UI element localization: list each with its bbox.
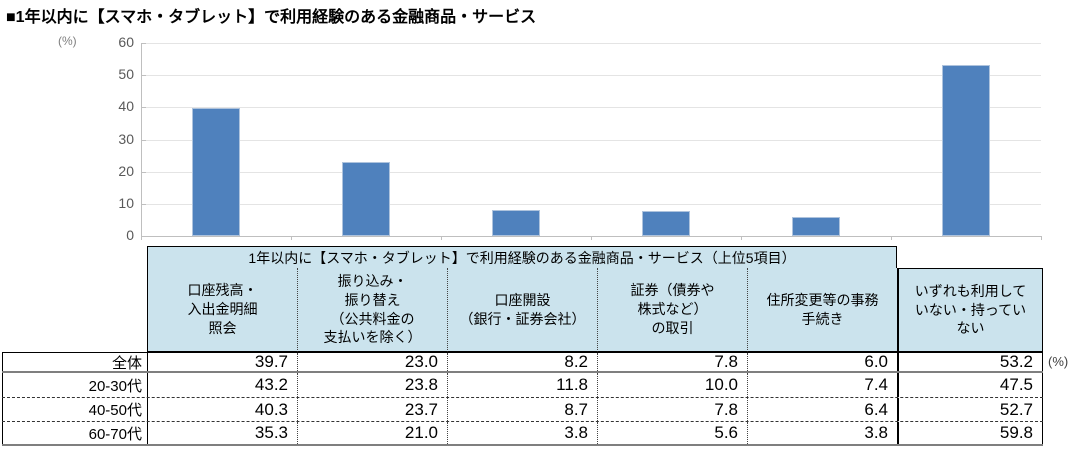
x-axis-tick — [591, 236, 592, 240]
y-axis-tick — [141, 107, 146, 109]
x-axis-tick — [891, 236, 892, 240]
y-axis-tick — [141, 171, 146, 173]
cell-value: 8.7 — [447, 398, 597, 421]
table-row-20-30: 20-30代 43.2 23.8 11.8 10.0 7.4 47.5 — [2, 373, 1043, 398]
cell-value: 7.4 — [747, 373, 897, 397]
gridline — [141, 107, 1041, 109]
cell-value: 10.0 — [597, 373, 747, 397]
cell-value: 8.2 — [447, 353, 597, 371]
x-axis-tick — [1041, 236, 1042, 240]
cell-value: 6.0 — [747, 353, 897, 371]
cell-value: 43.2 — [147, 373, 297, 397]
cell-value: 23.0 — [297, 353, 447, 371]
table-unit-label: (%) — [1048, 354, 1069, 369]
y-axis-tick-label: 60 — [118, 34, 134, 50]
column-header-securities: 証券（債券や 株式など） の取引 — [597, 268, 747, 352]
x-axis-line — [141, 236, 1042, 237]
row-label: 60-70代 — [2, 422, 147, 444]
page-title: ■1年以内に【スマホ・タブレット】で利用経験のある金融商品・サービス — [6, 9, 537, 26]
column-header-transfer: 振り込み・ 振り替え （公共料金の 支払いを除く） — [297, 268, 447, 352]
cell-value: 59.8 — [897, 422, 1043, 444]
y-axis-tick-label: 20 — [118, 162, 134, 179]
y-axis-tick — [141, 139, 146, 141]
cell-value: 11.8 — [447, 373, 597, 397]
cell-value: 23.7 — [297, 398, 447, 421]
column-header-account-balance: 口座残高・ 入出金明細 照会 — [147, 268, 297, 352]
column-header-address-change: 住所変更等の事務 手続き — [747, 268, 897, 352]
bar — [642, 210, 690, 236]
cell-value: 35.3 — [147, 422, 297, 444]
x-axis-tick — [441, 236, 442, 240]
y-axis-tick — [141, 203, 146, 205]
column-header-none-used: いずれも利用して いない・持ってい ない — [897, 268, 1043, 352]
y-axis-unit-label: (%) — [58, 34, 77, 48]
cell-value: 3.8 — [747, 422, 897, 444]
cell-value: 23.8 — [297, 373, 447, 397]
cell-value: 47.5 — [897, 373, 1043, 397]
cell-value: 3.8 — [447, 422, 597, 444]
bar — [192, 108, 240, 236]
cell-value: 40.3 — [147, 398, 297, 421]
row-label: 40-50代 — [2, 398, 147, 421]
cell-value: 5.6 — [597, 422, 747, 444]
y-axis-tick — [141, 75, 146, 77]
y-axis-tick-label: 30 — [118, 130, 134, 147]
y-axis-tick-label: 0 — [126, 227, 134, 243]
bar — [492, 209, 540, 236]
y-axis-tick — [141, 43, 146, 44]
y-axis-tick-label: 10 — [118, 194, 134, 211]
gridline — [141, 139, 1041, 141]
table-row-40-50: 40-50代 40.3 23.7 8.7 7.8 6.4 52.7 — [2, 398, 1043, 422]
x-axis-tick — [741, 236, 742, 240]
row-label: 全体 — [2, 353, 147, 371]
gridline — [141, 171, 1041, 173]
table-row-overall: 全体 39.7 23.0 8.2 7.8 6.0 53.2 — [2, 352, 1043, 373]
cell-value: 21.0 — [297, 422, 447, 444]
cell-value: 52.7 — [897, 398, 1043, 421]
y-axis-tick-label: 40 — [118, 98, 134, 115]
cell-value: 39.7 — [147, 353, 297, 371]
x-axis-tick — [291, 236, 292, 240]
row-label: 20-30代 — [2, 373, 147, 397]
table-row-60-70: 60-70代 35.3 21.0 3.8 5.6 3.8 59.8 — [2, 422, 1043, 446]
bar — [942, 64, 990, 236]
column-header-account-opening: 口座開設 （銀行・証券会社） — [447, 268, 597, 352]
bar — [792, 216, 840, 236]
x-axis-tick — [141, 236, 142, 240]
gridline — [141, 43, 1041, 44]
y-axis-tick-label: 50 — [118, 66, 134, 83]
cell-value: 6.4 — [747, 398, 897, 421]
table-group-header: 1年以内に【スマホ・タブレット】で利用経験のある金融商品・サービス（上位5項目） — [147, 246, 897, 269]
gridline — [141, 203, 1041, 205]
cell-value: 7.8 — [597, 398, 747, 421]
y-axis-line — [141, 43, 142, 236]
gridline — [141, 75, 1041, 77]
cell-value: 7.8 — [597, 353, 747, 371]
bar — [342, 162, 390, 236]
cell-value: 53.2 — [897, 353, 1043, 371]
